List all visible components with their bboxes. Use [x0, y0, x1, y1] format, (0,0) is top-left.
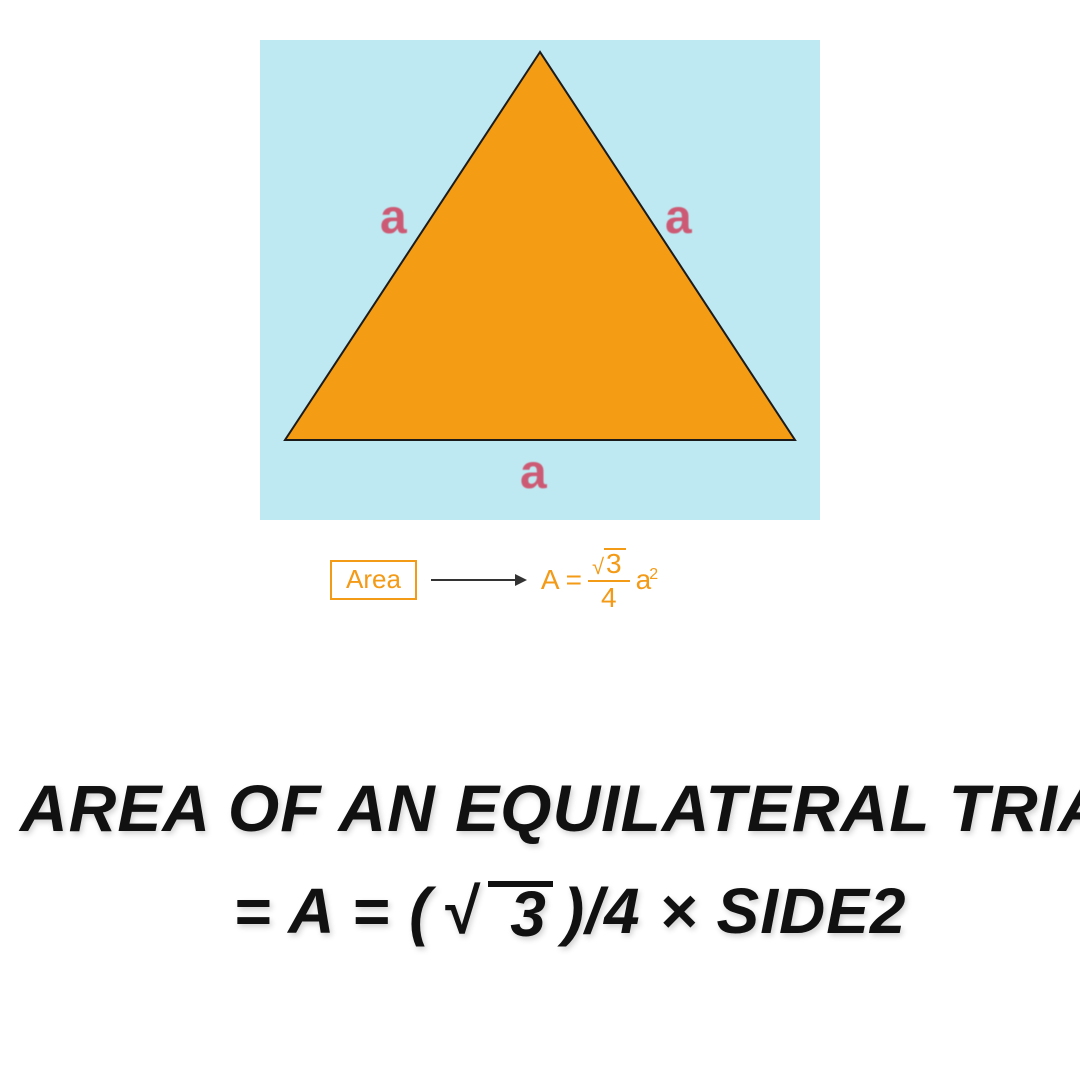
heading-eq-suffix: )/4 × SIDE2	[563, 874, 907, 948]
sqrt-icon: √ 3	[592, 548, 626, 578]
heading-eq-prefix: = A = (	[234, 874, 432, 948]
heading-line-2: = A = ( √ 3 )/4 × SIDE2	[20, 874, 1080, 948]
equation-lhs: A	[541, 564, 560, 596]
area-box-label: Area	[330, 560, 417, 600]
root-symbol: √	[592, 556, 604, 578]
equation-equals: =	[566, 564, 582, 596]
heading-block: AREA OF AN EQUILATERAL TRIANGLE = A = ( …	[20, 770, 1080, 948]
diagram-panel: a a a	[260, 40, 820, 520]
equation-denominator: 4	[601, 582, 617, 612]
area-formula: Area A = √ 3 4 a2	[330, 548, 660, 612]
root-value: 3	[604, 548, 626, 578]
equation-exponent: 2	[649, 566, 658, 583]
area-equation: A = √ 3 4 a2	[541, 548, 660, 612]
side-label-left: a	[380, 190, 407, 245]
heading-root-value-text: 3	[510, 878, 547, 950]
canvas: a a a Area A = √ 3 4 a2	[0, 0, 1080, 1080]
equation-fraction: √ 3 4	[588, 548, 630, 612]
heading-root-symbol: √	[441, 874, 477, 948]
arrow-right-icon	[429, 568, 529, 592]
side-label-bottom: a	[520, 445, 547, 500]
heading-root-value: 3	[488, 881, 553, 941]
heading-line-1: AREA OF AN EQUILATERAL TRIANGLE	[20, 770, 1080, 846]
side-label-right: a	[665, 190, 692, 245]
